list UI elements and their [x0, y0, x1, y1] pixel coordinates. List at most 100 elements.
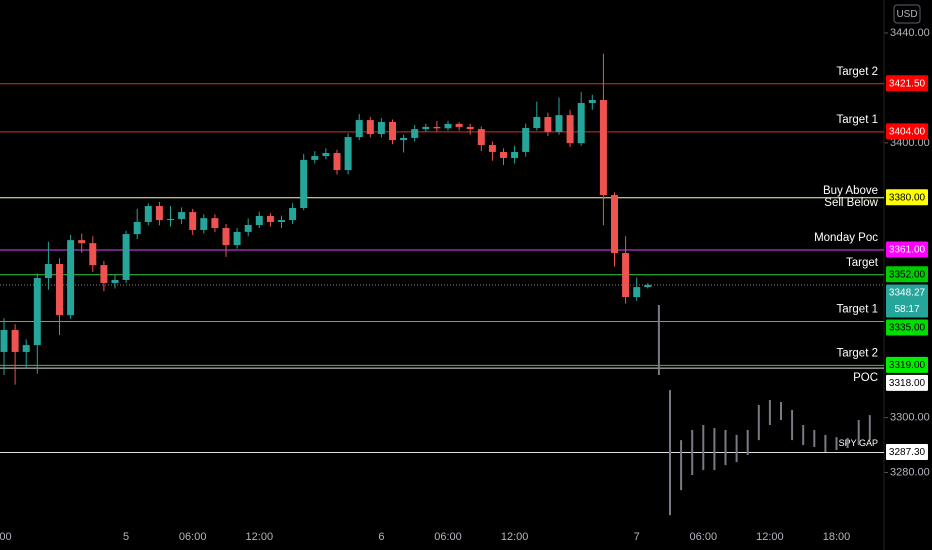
last-price-tag [886, 284, 928, 318]
candle-body [444, 123, 452, 129]
price-tag-label: 3361.00 [889, 245, 926, 256]
price-tag-label: 3421.50 [889, 78, 926, 89]
price-tag [886, 75, 928, 92]
candle-body [466, 126, 474, 130]
candle-body [366, 120, 374, 135]
x-tick-label: 12:00 [246, 531, 274, 543]
candle-body [100, 265, 108, 283]
candle-body [644, 284, 652, 288]
candle-body [11, 329, 19, 352]
candle-body [89, 243, 97, 266]
level-name: Target 1 [836, 303, 878, 315]
candle-body [344, 137, 352, 171]
candle-body [33, 278, 41, 346]
candle-body [0, 329, 8, 352]
candle-body [555, 115, 563, 132]
candle-body [433, 126, 441, 129]
candle-body [311, 156, 319, 160]
currency-box[interactable] [893, 4, 921, 24]
level-name: Buy Above [823, 185, 878, 197]
candle-body [178, 212, 186, 219]
candle-body [78, 240, 86, 244]
candle-body [67, 240, 75, 316]
candle-body [22, 345, 30, 352]
level-name: Target 2 [836, 347, 878, 359]
candle-body [200, 218, 208, 230]
level-name: Sell Below [824, 197, 878, 209]
candle-body [333, 153, 341, 171]
candle-body [522, 128, 530, 152]
price-tag-label: 3380.00 [889, 192, 926, 203]
candle-body [411, 129, 419, 138]
x-tick-label: :00 [0, 531, 12, 543]
y-tick-label: 3440.00 [890, 27, 930, 39]
candle-body [633, 287, 641, 297]
price-tag-label: 3319.00 [889, 360, 926, 371]
candle-body [599, 100, 607, 196]
candle-body [222, 228, 230, 246]
y-tick-label: 3280.00 [890, 466, 930, 478]
candle-body [244, 225, 252, 232]
x-tick-label: 7 [634, 531, 640, 543]
x-tick-label: 12:00 [501, 531, 529, 543]
level-name: POC [853, 372, 878, 384]
candle-body [144, 206, 152, 222]
candle-body [255, 215, 263, 226]
candle-body [122, 234, 130, 280]
price-tag [886, 356, 928, 373]
countdown: 58:17 [894, 304, 919, 315]
price-tag [886, 241, 928, 258]
candle-body [622, 253, 630, 297]
candle-body [577, 103, 585, 144]
level-name: Target [846, 257, 879, 269]
price-tag-label: 3335.00 [889, 323, 926, 334]
candle-body [111, 279, 119, 283]
candle-body [167, 218, 174, 221]
price-tag-label: 3318.00 [889, 378, 926, 389]
candle-body [155, 206, 163, 221]
x-tick-label: 06:00 [434, 531, 462, 543]
candle-body [544, 117, 552, 132]
price-tag [886, 374, 928, 391]
x-tick-label: 12:00 [756, 531, 784, 543]
candle-body [455, 123, 463, 127]
candle-body [533, 117, 541, 129]
currency[interactable]: USD [896, 9, 917, 20]
candle-body [500, 151, 507, 158]
candle-body [56, 264, 63, 316]
level-name: Target 1 [836, 114, 878, 126]
candle-body [211, 218, 219, 229]
x-tick-label: 6 [378, 531, 384, 543]
candle-body [488, 145, 496, 152]
x-tick-label: 06:00 [179, 531, 207, 543]
candle-body [189, 212, 197, 230]
candle-body [300, 159, 308, 208]
x-tick-label: 5 [123, 531, 129, 543]
candle-body [278, 220, 285, 222]
candle-body [611, 195, 618, 254]
level-name: Monday Poc [814, 232, 878, 244]
price-tag-label: 3287.30 [889, 447, 926, 458]
candle-body [355, 120, 363, 138]
x-tick-label: 18:00 [823, 531, 851, 543]
candle-body [389, 121, 396, 141]
candle-body [233, 231, 241, 246]
price-tag [886, 443, 928, 460]
y-tick-label: 3400.00 [890, 137, 930, 149]
price-tag-label: 3352.00 [889, 269, 926, 280]
candle-body [266, 215, 274, 222]
candle-body [322, 153, 330, 157]
candle-body [44, 264, 52, 279]
candle-body [422, 126, 430, 130]
price-tag-label: 3404.00 [889, 127, 926, 138]
price-tag [886, 123, 928, 140]
candle-body [289, 207, 297, 221]
y-tick-label: 3300.00 [890, 412, 930, 424]
candle-body [511, 151, 519, 158]
candle-body [477, 129, 485, 146]
price-tag [886, 266, 928, 283]
last-price-label: 3348.27 [889, 288, 926, 299]
candle-body [588, 100, 596, 104]
candle-body [566, 115, 574, 144]
